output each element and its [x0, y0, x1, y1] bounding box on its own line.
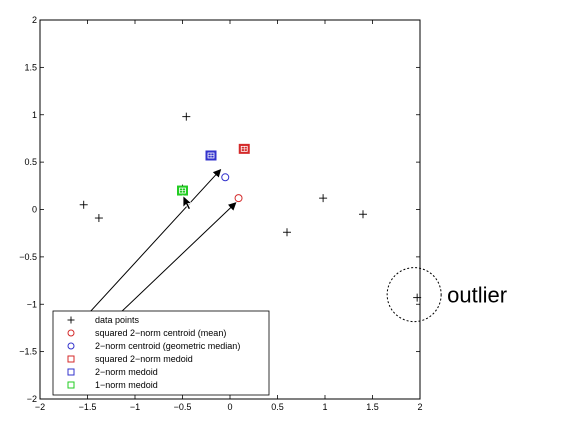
y-tick-label: −1	[27, 299, 37, 309]
series-1-point	[234, 194, 243, 203]
annotation-arrow	[66, 168, 222, 338]
mouse-cursor-icon	[182, 194, 194, 211]
x-tick-label: −1.5	[79, 402, 97, 412]
series-0-point	[283, 228, 291, 237]
x-tick-label: −1	[130, 402, 140, 412]
y-tick-label: 0.5	[24, 157, 37, 167]
x-tick-label: −0.5	[174, 402, 192, 412]
series-0-point	[359, 210, 367, 219]
y-tick-label: −1.5	[19, 347, 37, 357]
x-tick-label: 1.5	[366, 402, 379, 412]
legend-marker-0	[67, 316, 75, 324]
series-0-point	[94, 214, 103, 223]
legend-label-2: 2−norm centroid (geometric median)	[95, 341, 240, 351]
series-2-point	[221, 173, 230, 182]
x-tick-label: 0.5	[271, 402, 284, 412]
series-0-point	[319, 194, 328, 203]
y-tick-label: −0.5	[19, 252, 37, 262]
data-marks	[79, 112, 422, 302]
axis-ticks: −2 −1.5 −1 −0.5 0 0.5 1 1.5 2 −2 −1.5 −1 −0.5 0 0.5 1 1.…	[19, 15, 422, 412]
outlier-label: outlier	[447, 283, 507, 308]
legend-marker-2	[67, 342, 75, 350]
series-3-point	[238, 143, 250, 154]
y-tick-label: −2	[27, 394, 37, 404]
legend-label-1: squared 2−norm centroid (mean)	[95, 328, 226, 338]
legend-marker-4	[67, 368, 75, 376]
y-tick-label: 1.5	[24, 62, 37, 72]
series-0-point	[79, 200, 88, 209]
legend-label-0: data points	[95, 315, 140, 325]
legend-marker-3	[67, 355, 75, 363]
legend-box	[52, 310, 270, 396]
x-tick-label: 2	[417, 402, 422, 412]
outlier-annotation: outlier	[386, 267, 507, 323]
legend: data points squared 2−norm centroid (mean…	[52, 310, 270, 396]
y-tick-label: 2	[32, 15, 37, 25]
x-tick-label: 1	[322, 402, 327, 412]
series-0-point	[413, 293, 422, 302]
cursor-arrow	[182, 194, 194, 211]
legend-label-3: squared 2−norm medoid	[95, 354, 193, 364]
x-tick-label: −2	[35, 402, 45, 412]
series-5-point	[177, 185, 188, 196]
x-tick-label: 0	[227, 402, 232, 412]
series-0-point	[182, 112, 191, 121]
legend-label-4: 2−norm medoid	[95, 367, 158, 377]
outlier-circle	[386, 267, 442, 323]
series-4-point	[205, 150, 217, 161]
legend-marker-1	[67, 329, 75, 337]
legend-marker-5	[67, 381, 75, 389]
y-tick-label: 0	[32, 205, 37, 215]
legend-label-5: 1−norm medoid	[95, 380, 158, 390]
y-tick-label: 1	[32, 110, 37, 120]
